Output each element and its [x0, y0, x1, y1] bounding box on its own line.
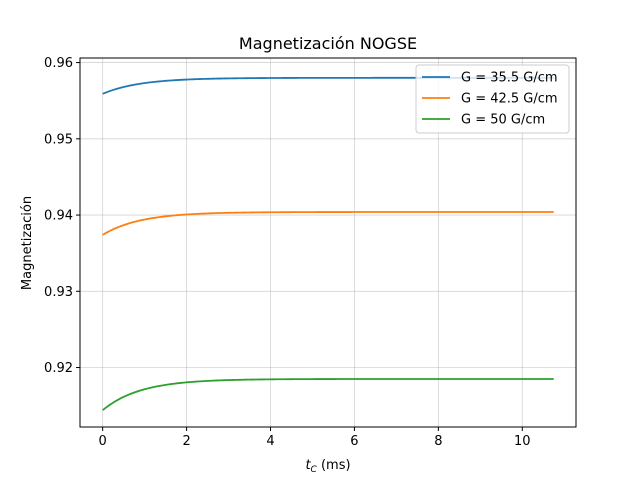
- chart-title: Magnetización NOGSE: [239, 34, 417, 53]
- y-axis: 0.92 0.93 0.94 0.95 0.96: [44, 56, 80, 376]
- y-tick-label: 0.92: [44, 361, 73, 376]
- legend: G = 35.5 G/cm G = 42.5 G/cm G = 50 G/cm: [415, 64, 570, 134]
- x-axis: 0 2 4 6 8 10: [99, 427, 531, 449]
- series-line-3: [102, 378, 554, 411]
- series-line-2: [102, 211, 554, 236]
- plot-frame: [79, 57, 577, 428]
- legend-label: G = 50 G/cm: [461, 113, 545, 128]
- y-tick-label: 0.93: [44, 285, 73, 300]
- x-tick-label: 6: [350, 434, 358, 449]
- x-tick-label: 4: [266, 434, 274, 449]
- x-axis-label-var: t: [305, 458, 311, 473]
- y-tick-label: 0.95: [44, 132, 73, 147]
- y-axis-label: Magnetización: [20, 196, 35, 290]
- x-axis-label-unit: (ms): [317, 458, 351, 473]
- x-tick-label: 2: [182, 434, 190, 449]
- x-axis-label-subscript: C: [311, 465, 318, 475]
- y-tick-label: 0.94: [44, 209, 73, 224]
- y-tick-label: 0.96: [44, 56, 73, 71]
- legend-label: G = 35.5 G/cm: [461, 71, 558, 86]
- grid: [80, 58, 576, 427]
- legend-box: [415, 64, 570, 134]
- x-tick-label: 10: [514, 434, 531, 449]
- x-tick-label: 0: [99, 434, 107, 449]
- legend-label: G = 42.5 G/cm: [461, 92, 558, 107]
- x-tick-label: 8: [434, 434, 442, 449]
- x-axis-label: tC (ms): [305, 458, 350, 475]
